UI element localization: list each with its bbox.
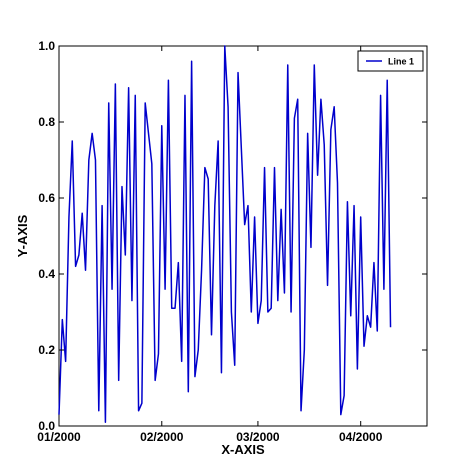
x-tick-label: 02/2000 — [140, 430, 184, 444]
x-axis-title: X-AXIS — [221, 442, 265, 457]
plot-area — [58, 45, 428, 427]
x-tick-label: 03/2000 — [236, 430, 280, 444]
y-tick-label: 0.4 — [38, 267, 55, 281]
y-axis-ticks: 0.0 0.2 0.4 0.6 0.8 1.0 — [38, 39, 427, 433]
y-tick-label: 1.0 — [38, 39, 55, 53]
y-tick-label: 0.6 — [38, 191, 55, 205]
series-line-1 — [58, 45, 392, 423]
y-tick-label: 0.2 — [38, 343, 55, 357]
legend-label-line-1: Line 1 — [388, 57, 414, 67]
legend-box — [357, 50, 424, 72]
x-tick-label: 01/2000 — [37, 430, 81, 444]
x-tick-label: 04/2000 — [339, 430, 383, 444]
y-tick-label: 0.8 — [38, 115, 55, 129]
plot-frame — [58, 45, 428, 427]
series-layer — [58, 45, 392, 423]
y-axis-title: Y-AXIS — [15, 214, 30, 257]
y-tick-label: 0.0 — [38, 419, 55, 433]
x-axis-ticks: 01/2000 02/2000 03/2000 04/2000 — [37, 46, 383, 444]
legend: Line 1 — [357, 50, 424, 72]
